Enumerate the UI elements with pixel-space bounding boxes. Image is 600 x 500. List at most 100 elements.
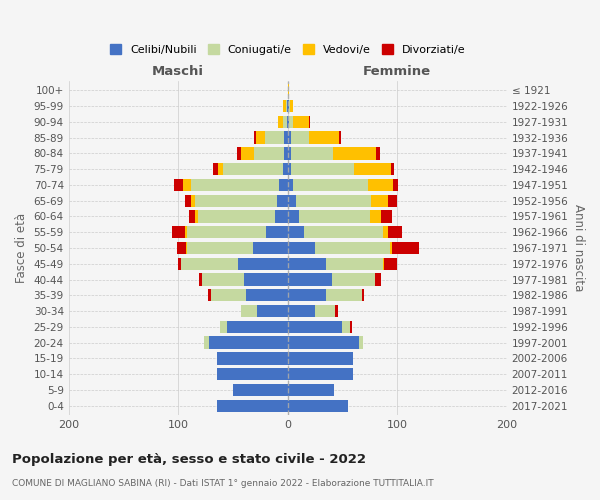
Bar [286, 100, 287, 112]
Bar [291, 132, 308, 144]
Text: Popolazione per età, sesso e stato civile - 2022: Popolazione per età, sesso e stato civil… [12, 452, 366, 466]
Bar [253, 242, 287, 254]
Bar [217, 352, 287, 364]
Bar [202, 274, 244, 285]
Bar [291, 163, 355, 175]
Legend: Celibi/Nubili, Coniugati/e, Vedovi/e, Divorziati/e: Celibi/Nubili, Coniugati/e, Vedovi/e, Di… [106, 40, 470, 60]
Bar [368, 179, 393, 191]
Bar [376, 274, 381, 285]
Bar [246, 289, 287, 302]
Bar [332, 147, 376, 160]
Bar [392, 242, 419, 254]
Bar [185, 226, 187, 238]
Bar [371, 194, 388, 207]
Bar [376, 147, 380, 160]
Text: Maschi: Maschi [152, 66, 204, 78]
Bar [174, 179, 182, 191]
Bar [287, 242, 315, 254]
Bar [256, 132, 265, 144]
Bar [279, 179, 287, 191]
Bar [187, 242, 253, 254]
Bar [296, 194, 371, 207]
Bar [287, 210, 299, 222]
Bar [254, 132, 256, 144]
Bar [217, 400, 287, 412]
Bar [178, 258, 181, 270]
Bar [287, 179, 293, 191]
Bar [254, 147, 284, 160]
Bar [293, 179, 368, 191]
Bar [287, 305, 315, 317]
Bar [194, 210, 198, 222]
Bar [287, 384, 334, 396]
Bar [388, 226, 401, 238]
Bar [241, 147, 254, 160]
Bar [211, 289, 246, 302]
Bar [194, 194, 277, 207]
Text: COMUNE DI MAGLIANO SABINA (RI) - Dati ISTAT 1° gennaio 2022 - Elaborazione TUTTI: COMUNE DI MAGLIANO SABINA (RI) - Dati IS… [12, 479, 434, 488]
Bar [370, 210, 381, 222]
Bar [343, 320, 350, 333]
Bar [287, 368, 353, 380]
Bar [287, 226, 304, 238]
Bar [244, 274, 287, 285]
Bar [287, 400, 348, 412]
Bar [205, 336, 209, 349]
Bar [278, 116, 283, 128]
Bar [315, 242, 389, 254]
Bar [383, 226, 388, 238]
Bar [241, 305, 257, 317]
Bar [220, 320, 227, 333]
Bar [189, 210, 194, 222]
Bar [287, 336, 359, 349]
Bar [291, 147, 332, 160]
Bar [284, 132, 287, 144]
Bar [209, 336, 287, 349]
Bar [355, 163, 391, 175]
Bar [287, 100, 289, 112]
Bar [350, 320, 352, 333]
Bar [275, 210, 287, 222]
Bar [186, 242, 187, 254]
Bar [393, 179, 398, 191]
Bar [213, 163, 218, 175]
Y-axis label: Fasce di età: Fasce di età [15, 213, 28, 283]
Bar [283, 116, 287, 128]
Bar [339, 132, 341, 144]
Bar [308, 116, 310, 128]
Bar [304, 226, 383, 238]
Bar [289, 116, 293, 128]
Bar [257, 305, 287, 317]
Bar [326, 289, 362, 302]
Bar [199, 274, 202, 285]
Bar [187, 226, 266, 238]
Bar [315, 305, 335, 317]
Bar [287, 84, 289, 96]
Bar [331, 274, 376, 285]
Bar [287, 352, 353, 364]
Bar [287, 320, 343, 333]
Bar [287, 289, 326, 302]
Bar [265, 132, 284, 144]
Bar [172, 226, 185, 238]
Bar [383, 258, 384, 270]
Bar [198, 210, 275, 222]
Bar [381, 210, 392, 222]
Bar [388, 194, 397, 207]
Bar [389, 242, 392, 254]
Bar [227, 320, 287, 333]
Bar [266, 226, 287, 238]
Bar [181, 258, 238, 270]
Bar [290, 100, 293, 112]
Bar [238, 147, 241, 160]
Bar [326, 258, 383, 270]
Bar [287, 116, 289, 128]
Text: Femmine: Femmine [363, 66, 431, 78]
Bar [287, 147, 291, 160]
Bar [287, 274, 331, 285]
Bar [384, 258, 397, 270]
Bar [283, 100, 286, 112]
Bar [287, 132, 291, 144]
Bar [238, 258, 287, 270]
Bar [284, 147, 287, 160]
